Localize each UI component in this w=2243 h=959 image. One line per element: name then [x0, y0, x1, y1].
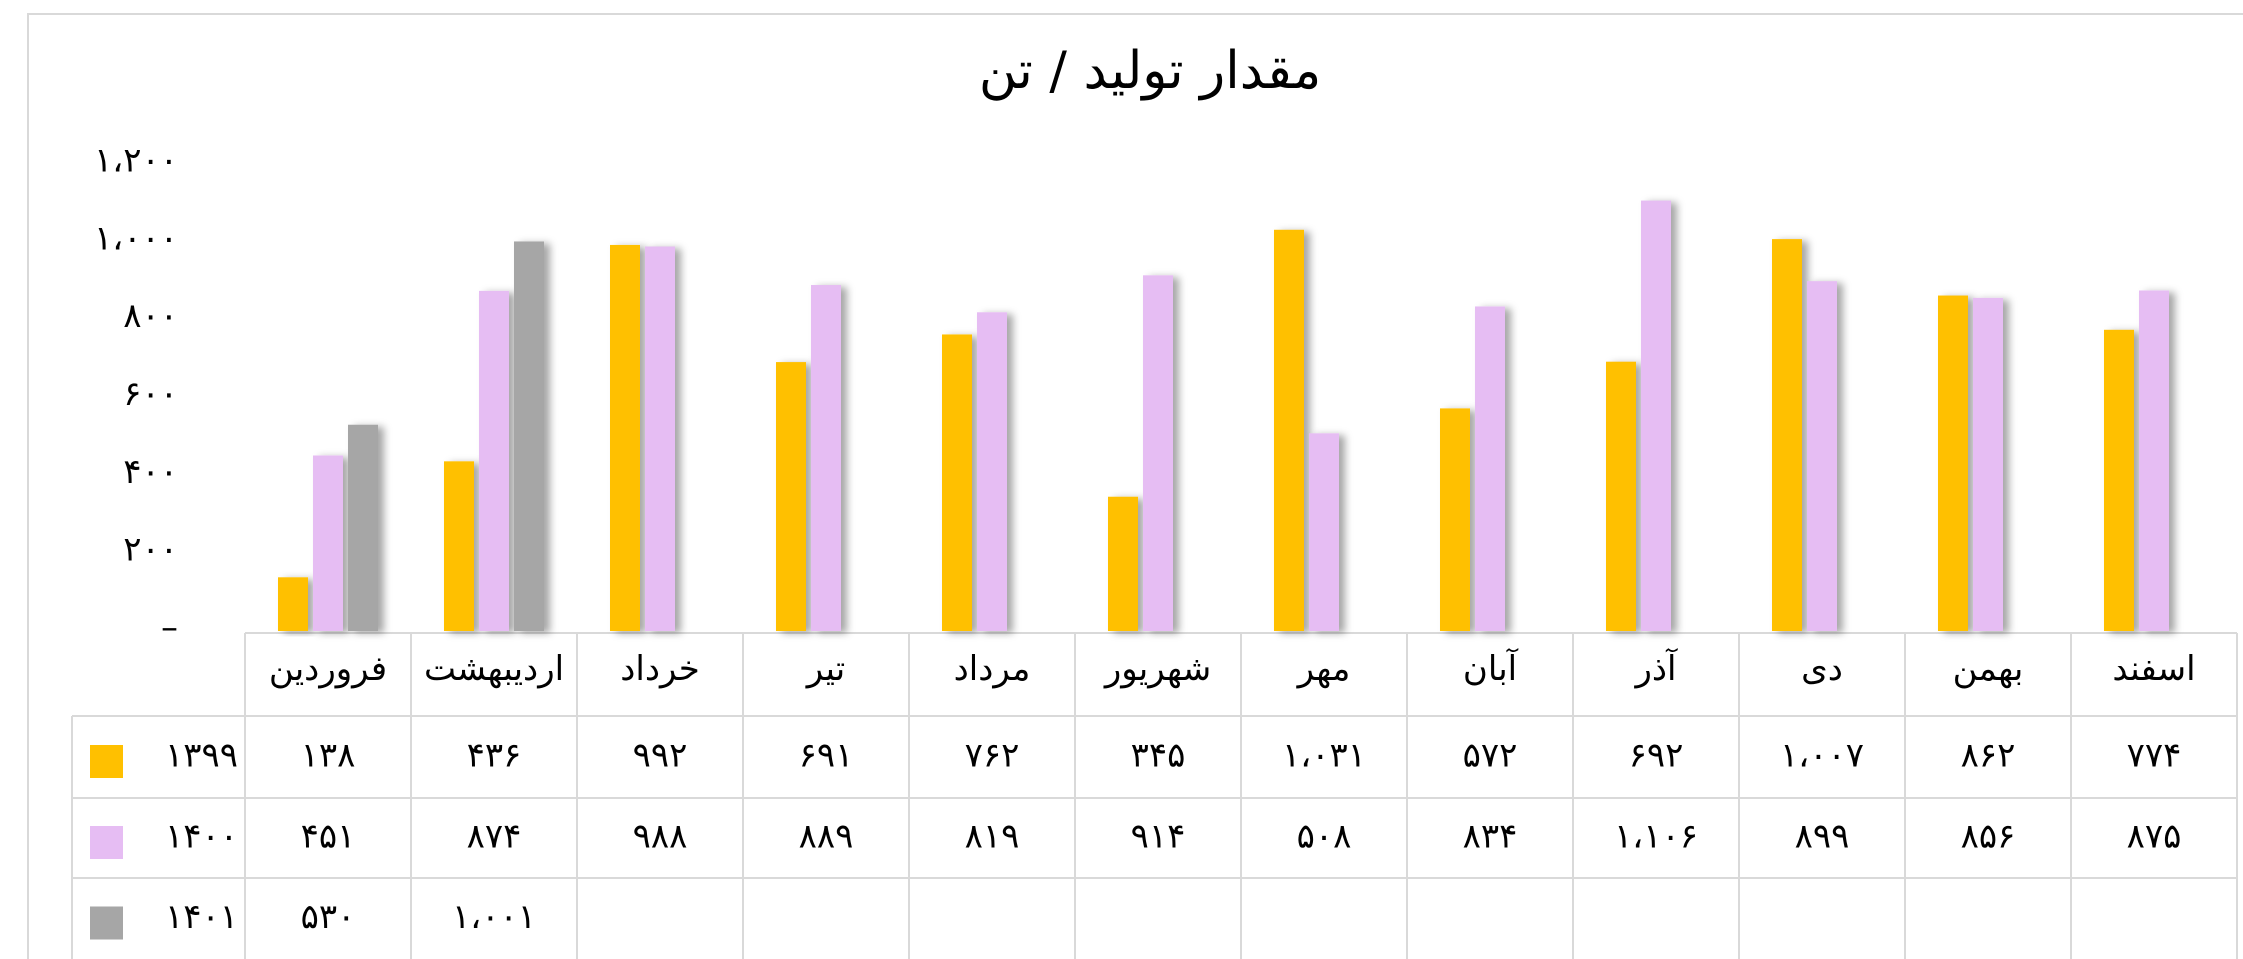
- table-value: ۴۳۶: [467, 736, 522, 776]
- table-value: ۸۷۵: [2127, 817, 2182, 857]
- x-tick-label: آبان: [1463, 648, 1519, 689]
- y-tick-label: ۱،۲۰۰: [94, 141, 178, 181]
- y-tick-label: –: [161, 608, 178, 648]
- bar: [1440, 408, 1470, 631]
- table-value: ۸۱۹: [965, 817, 1020, 857]
- bar: [1641, 200, 1671, 631]
- table-value: ۷۶۲: [965, 736, 1020, 776]
- bar: [1606, 361, 1636, 631]
- bar: [1772, 239, 1802, 631]
- x-tick-label: شهریور: [1103, 649, 1211, 689]
- x-tick-label: مرداد: [954, 649, 1031, 689]
- y-tick-label: ۱،۰۰۰: [94, 218, 178, 258]
- y-tick-label: ۲۰۰: [123, 530, 178, 570]
- bar: [811, 285, 841, 631]
- table-value: ۵۰۸: [1297, 817, 1352, 857]
- legend-label: ۱۴۰۱: [165, 897, 238, 937]
- table-value: ۵۷۲: [1463, 736, 1518, 776]
- y-tick-label: ۸۰۰: [123, 296, 178, 336]
- bar: [348, 424, 378, 631]
- table-value: ۳۴۵: [1131, 736, 1186, 776]
- x-tick-label: خرداد: [620, 649, 700, 689]
- table-value: ۹۱۴: [1131, 817, 1186, 857]
- bar: [278, 577, 308, 631]
- table-value: ۶۹۲: [1629, 736, 1684, 776]
- bar: [313, 455, 343, 631]
- bar: [1143, 275, 1173, 631]
- bar: [479, 290, 509, 631]
- table-value: ۸۹۹: [1795, 817, 1850, 857]
- x-tick-label: بهمن: [1953, 649, 2024, 689]
- bar: [942, 334, 972, 631]
- table-value: ۱،۰۳۱: [1282, 736, 1366, 776]
- legend-swatch: [90, 906, 123, 940]
- table-value: ۱۳۸: [301, 736, 356, 776]
- x-tick-label: دی: [1801, 649, 1843, 689]
- table-value: ۵۳۰: [301, 897, 356, 937]
- x-tick-label: تیر: [805, 649, 845, 689]
- x-tick-label: فروردین: [269, 649, 387, 689]
- table-value: ۸۸۹: [799, 817, 854, 857]
- y-tick-label: ۴۰۰: [123, 452, 178, 492]
- bar: [444, 461, 474, 631]
- bar: [1309, 433, 1339, 631]
- table-value: ۶۹۱: [799, 736, 854, 776]
- table-value: ۸۵۶: [1961, 817, 2016, 857]
- chart-title: مقدار تولید / تن: [979, 41, 1321, 101]
- bar: [1274, 229, 1304, 631]
- chart-border: [27, 13, 2243, 959]
- table-value: ۸۶۲: [1961, 736, 2016, 776]
- table-value: ۱،۰۰۱: [452, 897, 536, 937]
- bar: [977, 312, 1007, 631]
- bar: [1938, 295, 1968, 631]
- bar: [776, 362, 806, 631]
- bar: [2104, 329, 2134, 631]
- bar: [1108, 496, 1138, 631]
- table-value: ۷۷۴: [2127, 736, 2182, 776]
- bar: [610, 244, 640, 632]
- x-tick-label: اردیبهشت: [424, 649, 564, 689]
- x-tick-label: مهر: [1296, 649, 1351, 689]
- legend-swatch: [90, 826, 123, 859]
- legend-label: ۱۳۹۹: [165, 736, 238, 776]
- bar: [514, 241, 544, 632]
- table-value: ۹۹۲: [633, 736, 688, 776]
- table-value: ۱،۱۰۶: [1614, 817, 1698, 857]
- x-tick-label: اسفند: [2112, 649, 2195, 689]
- x-tick-label: آذر: [1633, 648, 1678, 689]
- table-value: ۱،۰۰۷: [1780, 736, 1864, 776]
- bar: [645, 246, 675, 631]
- bar: [1973, 297, 2003, 631]
- table-value: ۸۷۴: [467, 817, 522, 857]
- bar: [1475, 306, 1505, 631]
- bar: [2139, 290, 2169, 631]
- legend-swatch: [90, 745, 123, 778]
- table-value: ۴۵۱: [301, 817, 356, 857]
- table-value: ۸۳۴: [1463, 817, 1518, 857]
- legend-label: ۱۴۰۰: [165, 817, 238, 857]
- table-value: ۹۸۸: [633, 817, 688, 857]
- bar: [1807, 281, 1837, 631]
- y-tick-label: ۶۰۰: [123, 374, 178, 414]
